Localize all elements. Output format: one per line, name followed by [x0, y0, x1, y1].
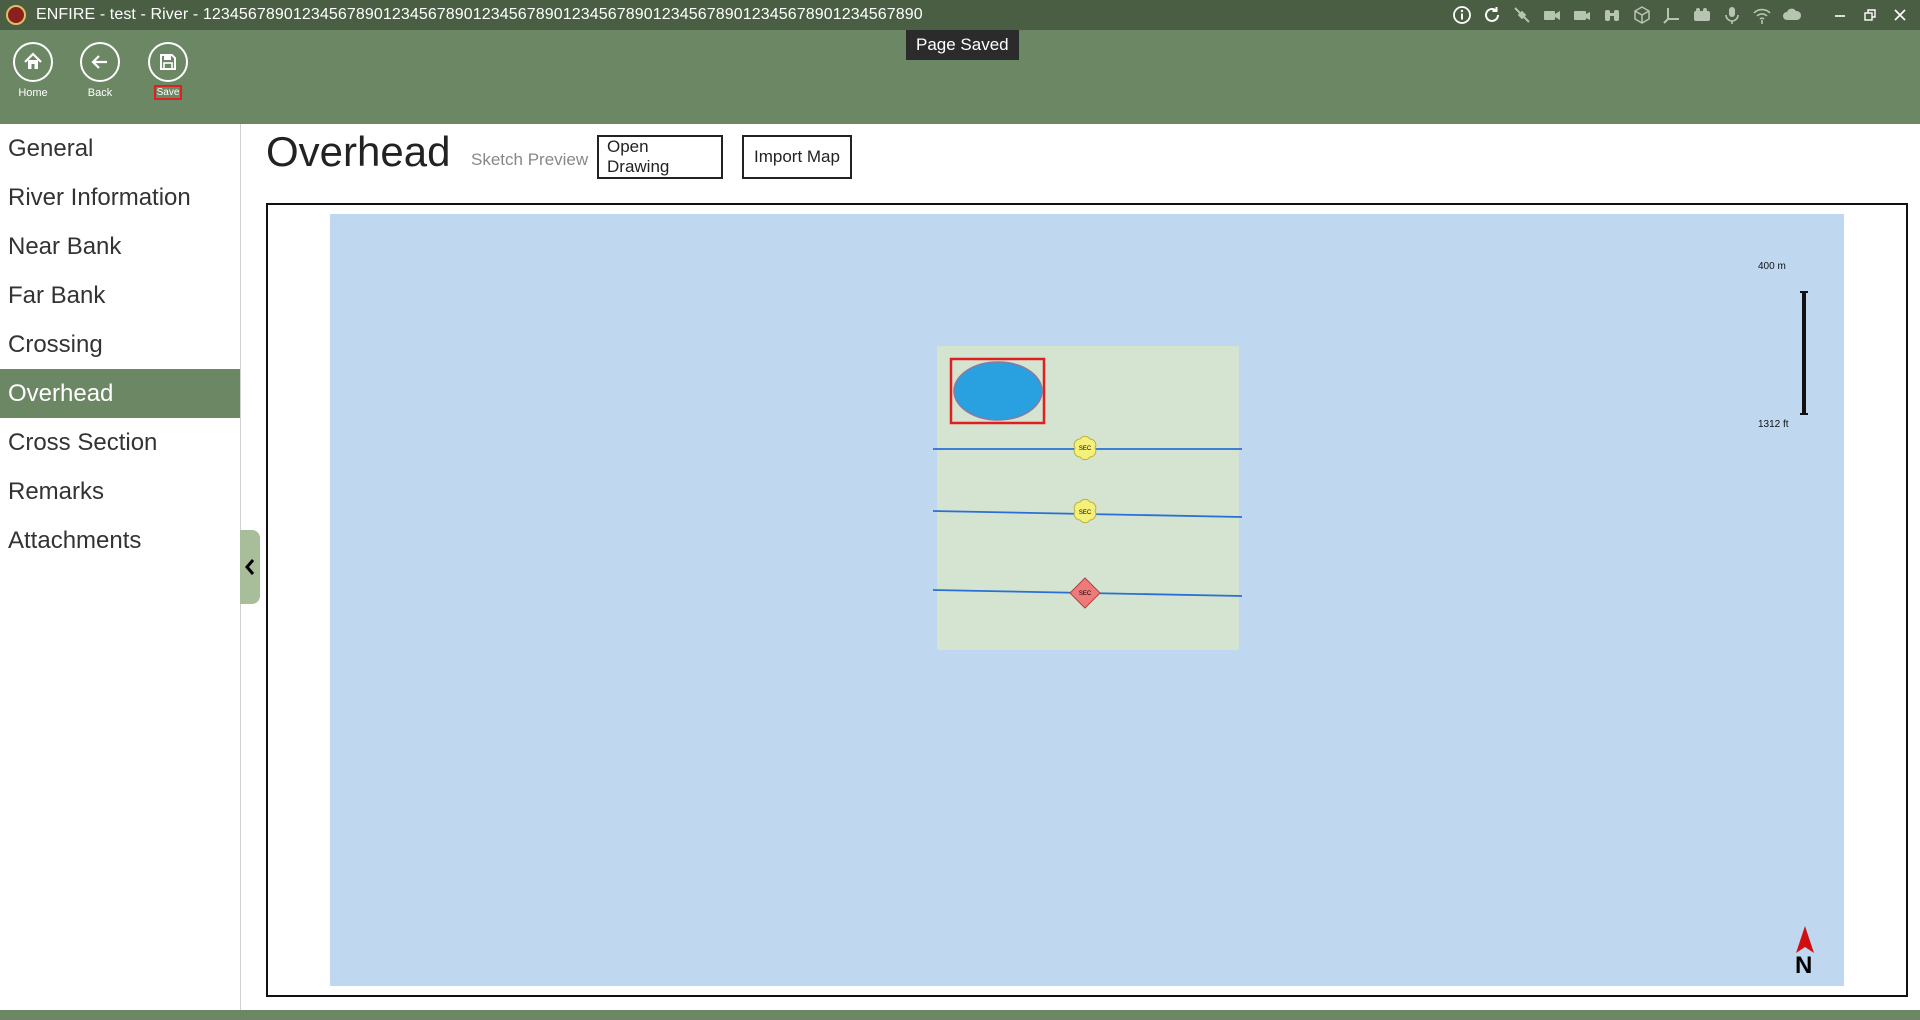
- map-land-area: [937, 346, 1239, 650]
- video-icon[interactable]: [1570, 3, 1594, 27]
- scale-label-meters: 400 m: [1758, 261, 1786, 272]
- restore-icon[interactable]: [1852, 0, 1888, 30]
- save-icon: [148, 42, 188, 82]
- info-icon[interactable]: [1450, 3, 1474, 27]
- sidebar-item-river-information[interactable]: River Information: [8, 184, 191, 211]
- binoculars-icon[interactable]: [1600, 3, 1624, 27]
- cube-icon[interactable]: [1630, 3, 1654, 27]
- sidebar-item-remarks[interactable]: Remarks: [8, 478, 105, 505]
- import-map-button[interactable]: Import Map: [742, 135, 852, 179]
- app-logo-icon: [6, 5, 26, 25]
- sidebar-item-crossing[interactable]: Crossing: [8, 331, 103, 358]
- home-icon: [13, 42, 53, 82]
- open-drawing-button[interactable]: Open Drawing: [597, 135, 723, 179]
- sidebar-item-far-bank[interactable]: Far Bank: [8, 282, 106, 309]
- sidebar-item-cross-section[interactable]: Cross Section: [8, 429, 158, 456]
- close-icon[interactable]: [1882, 0, 1918, 30]
- title-bar: ENFIRE - test - River - 1234567890123456…: [0, 0, 1920, 30]
- home-label: Home: [18, 87, 48, 99]
- cloud-icon[interactable]: [1780, 3, 1804, 27]
- axis-icon[interactable]: [1660, 3, 1684, 27]
- sidebar-item-overhead[interactable]: Overhead: [0, 369, 240, 418]
- status-icons: [1450, 3, 1804, 27]
- back-button[interactable]: Back: [70, 42, 130, 99]
- sidebar-item-attachments[interactable]: Attachments: [8, 527, 142, 554]
- back-label: Back: [87, 87, 113, 99]
- sketch-preview-label: Sketch Preview: [471, 150, 589, 169]
- wifi-icon[interactable]: [1750, 3, 1774, 27]
- satellite-icon[interactable]: [1510, 3, 1534, 27]
- minimize-icon[interactable]: [1822, 0, 1858, 30]
- bottom-bar: [0, 1010, 1920, 1020]
- sidebar-nav: General River Information Near Bank Far …: [0, 124, 241, 1010]
- back-arrow-icon: [80, 42, 120, 82]
- chevron-left-icon: [245, 559, 255, 575]
- refresh-icon[interactable]: [1480, 3, 1504, 27]
- sidebar-collapse-button[interactable]: [240, 530, 260, 604]
- home-button[interactable]: Home: [3, 42, 63, 99]
- north-label: N: [1795, 952, 1813, 979]
- save-label: Save: [154, 85, 182, 100]
- window-title: ENFIRE - test - River - 1234567890123456…: [36, 6, 923, 23]
- page-saved-toast: Page Saved: [906, 30, 1019, 60]
- page-title: Overhead: [266, 128, 451, 175]
- save-button[interactable]: Save: [138, 42, 198, 100]
- microphone-icon[interactable]: [1720, 3, 1744, 27]
- camera-icon[interactable]: [1540, 3, 1564, 27]
- sidebar-item-near-bank[interactable]: Near Bank: [8, 233, 122, 260]
- scale-label-feet: 1312 ft: [1758, 419, 1789, 430]
- radio-icon[interactable]: [1690, 3, 1714, 27]
- sidebar-item-general[interactable]: General: [8, 135, 94, 162]
